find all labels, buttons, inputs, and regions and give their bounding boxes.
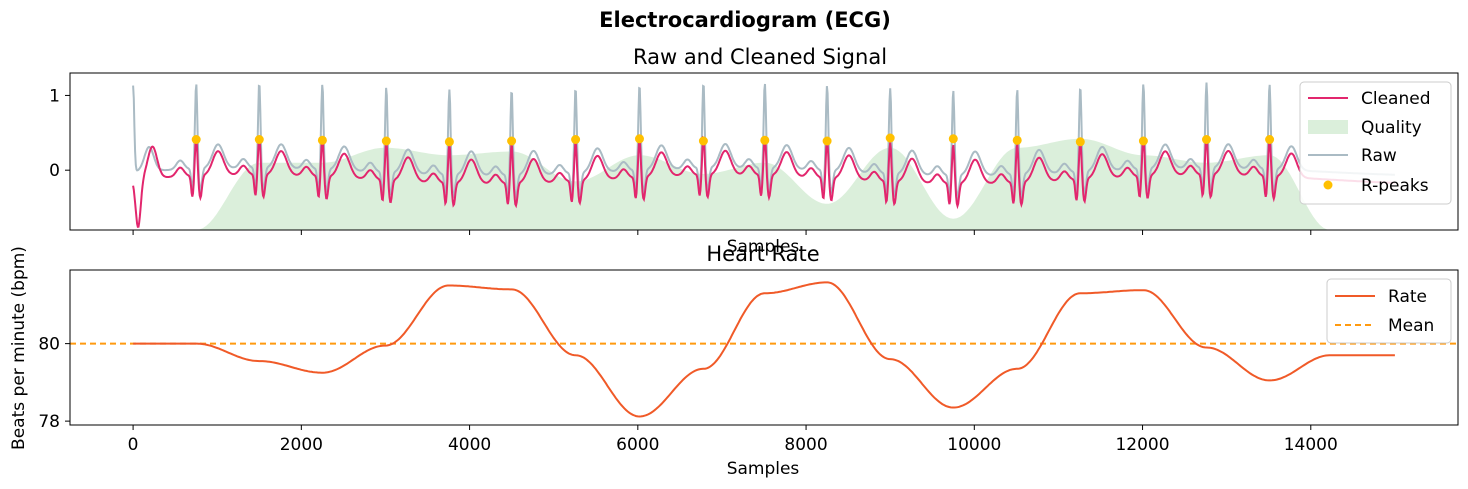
- raw-cleaned-panel: Raw and Cleaned Signal 01 Samples Cleane…: [49, 45, 1459, 257]
- rate-line-layer: [133, 281, 1395, 418]
- x-tick-label: 12000: [1115, 435, 1169, 455]
- rpeak-point: [444, 137, 454, 147]
- x-tick-label: 4000: [448, 435, 491, 455]
- heart-rate-ylabel: Beats per minute (bpm): [9, 246, 29, 450]
- rpeaks-layer: [191, 133, 1275, 147]
- x-tick-label: 0: [128, 435, 139, 455]
- x-tick-label: 2000: [280, 435, 323, 455]
- rpeak-point: [698, 136, 708, 146]
- raw-cleaned-yticks: 01: [49, 86, 70, 181]
- raw-cleaned-legend: Cleaned Quality Raw R-peaks: [1299, 81, 1452, 205]
- rpeak-point: [760, 135, 770, 145]
- x-tick-label: 8000: [784, 435, 827, 455]
- y-tick-label: 80: [38, 335, 60, 355]
- raw-cleaned-xlabel: Samples: [727, 237, 800, 257]
- rpeak-point: [254, 135, 264, 144]
- raw-cleaned-title: Raw and Cleaned Signal: [633, 45, 887, 69]
- legend-quality-swatch: [1308, 120, 1348, 134]
- rpeak-point: [1075, 137, 1085, 147]
- raw-signal-line: [132, 82, 1395, 202]
- x-tick-label: 10000: [947, 435, 1001, 455]
- rpeak-point: [948, 134, 958, 144]
- rpeak-point: [507, 136, 517, 146]
- rpeak-point: [571, 135, 581, 144]
- legend-rpeaks-label: R-peaks: [1361, 176, 1429, 196]
- raw-signal-layer: [132, 82, 1395, 202]
- rpeak-point: [635, 134, 644, 144]
- rpeak-point: [1138, 136, 1148, 146]
- cleaned-signal-layer: [132, 135, 1395, 228]
- rpeak-point: [1012, 135, 1022, 145]
- rate-line: [133, 281, 1395, 418]
- heart-rate-panel: Heart Rate 0 2000 4000 6000 8000 10000 12000 14…: [9, 242, 1459, 479]
- heart-rate-legend: Rate Mean: [1326, 278, 1452, 344]
- legend-box: [1299, 81, 1452, 205]
- legend-rpeaks-swatch: [1323, 180, 1333, 190]
- raw-cleaned-frame: [69, 72, 1459, 231]
- rpeak-point: [191, 135, 201, 144]
- heart-rate-title: Heart Rate: [706, 242, 819, 266]
- legend-mean-label: Mean: [1388, 316, 1434, 336]
- y-tick-label: 0: [49, 161, 60, 181]
- heart-rate-xticks: 0 2000 4000 6000 8000 10000 12000 14000: [128, 425, 1338, 455]
- rpeak-point: [1202, 135, 1211, 144]
- heart-rate-yticks: 78 80: [38, 335, 70, 432]
- y-tick-label: 1: [49, 86, 60, 106]
- x-tick-label: 14000: [1284, 435, 1338, 455]
- rpeak-point: [822, 136, 832, 146]
- legend-cleaned-label: Cleaned: [1361, 89, 1431, 109]
- rpeak-point: [1265, 135, 1275, 144]
- cleaned-signal-line: [132, 135, 1395, 228]
- rpeak-point: [885, 133, 895, 143]
- legend-quality-label: Quality: [1361, 118, 1422, 138]
- legend-raw-label: Raw: [1361, 146, 1397, 166]
- x-tick-label: 6000: [616, 435, 659, 455]
- legend-rate-label: Rate: [1388, 287, 1427, 307]
- y-tick-label: 78: [38, 412, 60, 432]
- heart-rate-frame: [69, 269, 1459, 426]
- heart-rate-xlabel: Samples: [727, 459, 800, 479]
- rpeak-point: [381, 136, 391, 146]
- figure-title: Electrocardiogram (ECG): [599, 8, 891, 32]
- raw-cleaned-xticks: [132, 230, 1312, 235]
- rpeak-point: [317, 135, 327, 145]
